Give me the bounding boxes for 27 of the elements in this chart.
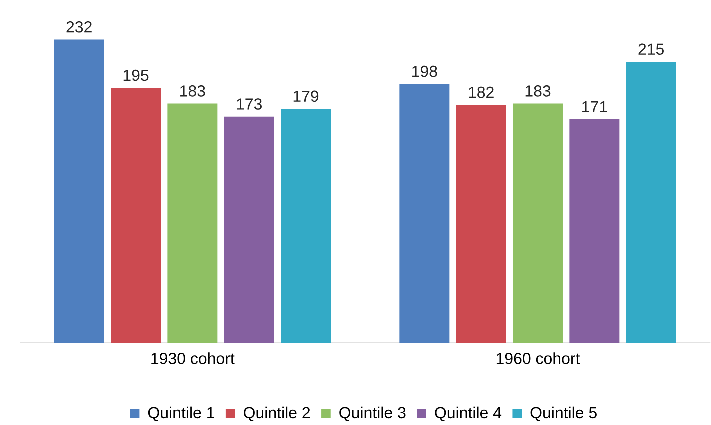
bar bbox=[281, 109, 331, 343]
x-tick-label: 1960 cohort bbox=[496, 352, 580, 364]
bar bbox=[168, 104, 218, 343]
x-tick-label: 1930 cohort bbox=[152, 352, 235, 364]
data-label: 173 bbox=[237, 98, 262, 110]
legend-label: Quintile 2 bbox=[244, 406, 310, 422]
data-label: 171 bbox=[582, 102, 608, 113]
data-label: 182 bbox=[469, 86, 494, 98]
bar bbox=[626, 62, 676, 343]
legend-label: Quintile 4 bbox=[435, 406, 502, 422]
data-label: 179 bbox=[294, 90, 319, 102]
bar bbox=[456, 105, 506, 343]
legend-label: Quintile 1 bbox=[148, 406, 214, 422]
data-label: 183 bbox=[526, 86, 551, 97]
data-label: 183 bbox=[180, 86, 206, 97]
data-label: 195 bbox=[124, 70, 149, 82]
bar bbox=[400, 84, 450, 343]
legend-label: Quintile 5 bbox=[530, 406, 597, 422]
data-label: 215 bbox=[638, 44, 664, 56]
data-label: 232 bbox=[66, 21, 92, 33]
legend-label: Quintile 3 bbox=[340, 406, 406, 422]
bar bbox=[111, 88, 162, 343]
bar bbox=[54, 40, 104, 343]
bar bbox=[570, 119, 620, 343]
bar bbox=[512, 104, 563, 343]
bar bbox=[224, 116, 274, 343]
data-label: 198 bbox=[412, 66, 438, 78]
